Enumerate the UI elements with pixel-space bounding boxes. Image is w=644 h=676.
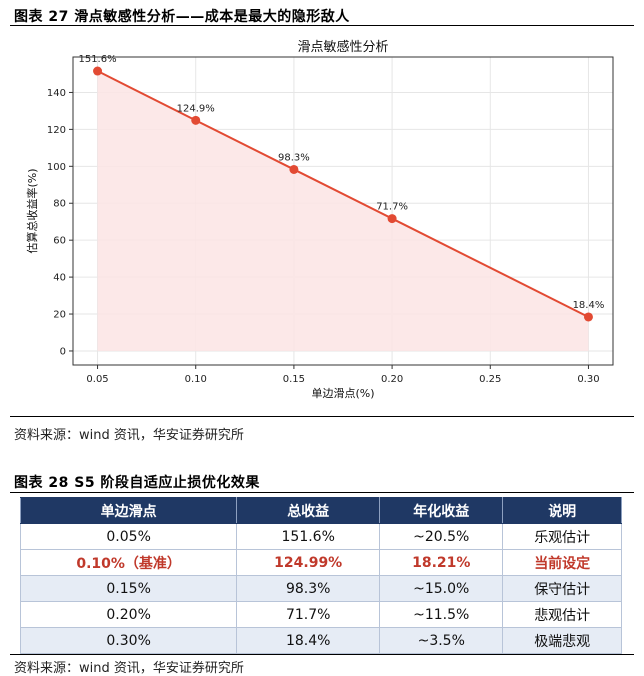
cell-total-return: 98.3% <box>236 575 381 602</box>
cell-slippage: 0.10%（基准） <box>19 549 238 576</box>
data-point <box>191 115 201 125</box>
cell-note: 当前设定 <box>502 549 622 576</box>
source-rule-2 <box>10 654 634 655</box>
cell-total-return: 151.6% <box>236 523 381 550</box>
y-tick-label: 80 <box>53 199 66 210</box>
x-tick-label: 0.10 <box>185 374 207 385</box>
table-row: 0.15% 98.3% ~15.0% 保守估计 <box>19 575 622 602</box>
table-row: 0.20% 71.7% ~11.5% 悲观估计 <box>19 601 622 628</box>
header-total-return: 总收益 <box>236 497 381 524</box>
cell-total-return: 124.99% <box>236 549 381 576</box>
cell-note: 悲观估计 <box>502 601 622 628</box>
slippage-line-chart: 151.6% 124.9% 98.3% 71.7% 18.4% 0.05 0.10 0.15 0… <box>25 39 614 400</box>
header-slippage: 单边滑点 <box>19 497 238 524</box>
data-point <box>583 312 593 322</box>
cell-annual-return: ~20.5% <box>379 523 504 550</box>
data-label: 71.7% <box>376 202 408 213</box>
cell-annual-return: ~15.0% <box>379 575 504 602</box>
data-label: 151.6% <box>78 54 116 65</box>
cell-total-return: 18.4% <box>236 627 381 654</box>
cell-note: 乐观估计 <box>502 523 622 550</box>
data-label: 98.3% <box>278 152 310 163</box>
y-tick-label: 100 <box>47 162 66 173</box>
cell-note: 极端悲观 <box>502 627 622 654</box>
x-axis-label: 单边滑点(%) <box>311 387 374 400</box>
cell-slippage: 0.05% <box>19 523 238 550</box>
y-tick-label: 140 <box>47 88 66 99</box>
title-rule-2 <box>10 492 634 493</box>
cell-annual-return: 18.21% <box>379 549 504 576</box>
cell-total-return: 71.7% <box>236 601 381 628</box>
chart-title: 滑点敏感性分析 <box>297 39 388 55</box>
results-table: 单边滑点 总收益 年化收益 说明 0.05% 151.6% ~20.5% 乐观估… <box>19 497 622 654</box>
figure-28-title: 图表 28 S5 阶段自适应止损优化效果 <box>14 475 260 491</box>
data-label: 124.9% <box>177 103 215 114</box>
figure-28-source: 资料来源：wind 资讯，华安证券研究所 <box>14 661 244 676</box>
y-tick-label: 40 <box>53 273 66 284</box>
y-tick-label: 0 <box>60 346 66 357</box>
header-note: 说明 <box>502 497 622 524</box>
data-point <box>289 164 299 174</box>
area-fill <box>97 71 589 351</box>
y-tick-label: 120 <box>47 125 66 136</box>
header-annual-return: 年化收益 <box>379 497 504 524</box>
y-tick-label: 20 <box>53 310 66 321</box>
figure-27-title: 图表 27 滑点敏感性分析——成本是最大的隐形敌人 <box>14 9 350 25</box>
cell-slippage: 0.30% <box>19 627 238 654</box>
cell-slippage: 0.20% <box>19 601 238 628</box>
x-tick-label: 0.25 <box>479 374 501 385</box>
data-point <box>93 66 103 76</box>
plot-frame <box>72 56 614 366</box>
cell-note: 保守估计 <box>502 575 622 602</box>
x-tick-label: 0.30 <box>577 374 599 385</box>
y-axis-label: 估算总收益率(%) <box>25 168 39 253</box>
cell-annual-return: ~3.5% <box>379 627 504 654</box>
table-header-row: 单边滑点 总收益 年化收益 说明 <box>19 497 622 524</box>
source-rule-1 <box>10 416 634 417</box>
table-row: 0.05% 151.6% ~20.5% 乐观估计 <box>19 523 622 550</box>
data-point <box>387 214 397 224</box>
table-row: 0.30% 18.4% ~3.5% 极端悲观 <box>19 627 622 654</box>
x-tick-label: 0.15 <box>283 374 305 385</box>
data-label: 18.4% <box>573 300 605 311</box>
cell-annual-return: ~11.5% <box>379 601 504 628</box>
table-row-baseline: 0.10%（基准） 124.99% 18.21% 当前设定 <box>19 549 622 576</box>
cell-slippage: 0.15% <box>19 575 238 602</box>
title-rule-top <box>10 25 634 26</box>
x-tick-label: 0.20 <box>381 374 403 385</box>
y-tick-label: 60 <box>53 236 66 247</box>
figure-27-source: 资料来源：wind 资讯，华安证券研究所 <box>14 428 244 443</box>
x-tick-label: 0.05 <box>86 374 108 385</box>
